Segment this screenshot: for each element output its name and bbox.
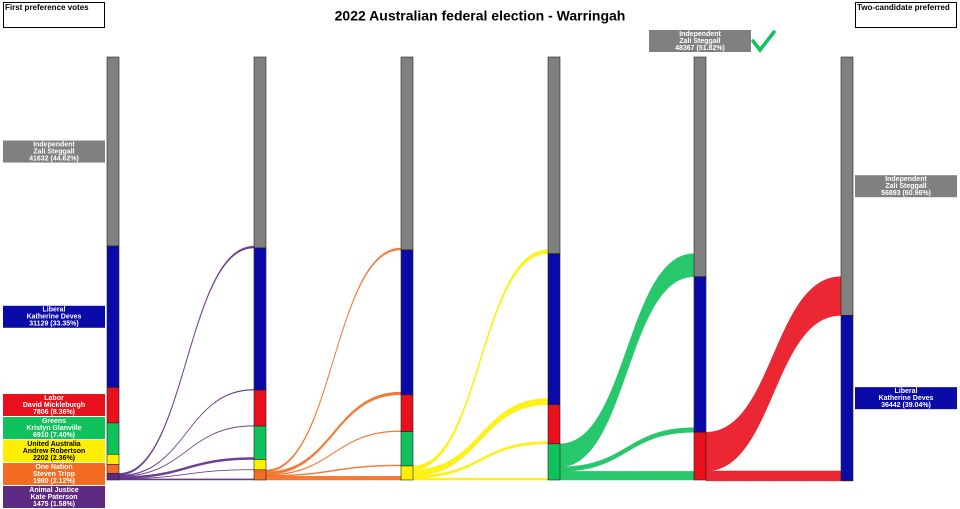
flow <box>118 389 255 477</box>
label-party: Liberal <box>43 307 66 314</box>
label-box <box>3 305 105 328</box>
label-box <box>855 175 957 198</box>
bar-segment <box>547 56 561 254</box>
bar-segment <box>253 389 267 427</box>
label-name: Zali Steggall <box>33 148 74 155</box>
flow <box>118 478 255 481</box>
bar-segment <box>106 464 120 474</box>
bar-segment <box>693 56 707 277</box>
bar-segment <box>400 465 414 481</box>
bar-segment <box>106 454 120 465</box>
right-label: Two-candidate preferred <box>857 3 950 12</box>
flow <box>118 245 255 476</box>
label-votes: 48367 (51.82%) <box>675 45 725 52</box>
label-votes: 36442 (39.04%) <box>881 402 931 409</box>
label-name: David Mickleburgh <box>23 402 85 409</box>
checkmark <box>751 30 776 53</box>
label-box <box>3 440 105 462</box>
flow <box>705 276 842 472</box>
label-party: Liberal <box>895 388 918 395</box>
bar-segment <box>253 247 267 391</box>
label-name: Steven Tripp <box>33 471 75 478</box>
label-votes: 6910 (7.40%) <box>33 432 75 439</box>
label-name: Kristyn Glanville <box>26 425 81 432</box>
label-votes: 41632 (44.62%) <box>29 155 79 162</box>
label-name: Katherine Deves <box>27 314 82 321</box>
flow <box>265 430 402 476</box>
label-name: Katherine Deves <box>879 395 934 402</box>
flow <box>412 398 549 477</box>
bar-segment <box>106 245 120 388</box>
bar-segment <box>106 387 120 424</box>
bar-segment <box>253 56 267 249</box>
bar-segment <box>693 431 707 481</box>
label-box <box>855 387 957 410</box>
label-party: United Australia <box>27 441 81 448</box>
label-name: Andrew Robertson <box>23 448 86 455</box>
label-party: Animal Justice <box>29 487 79 494</box>
label-party: Labor <box>44 395 64 402</box>
label-box <box>3 463 105 485</box>
bar-segment <box>106 56 120 247</box>
label-votes: 7806 (8.36%) <box>33 409 75 416</box>
label-party: Greens <box>42 418 66 425</box>
bar-segment <box>840 315 854 482</box>
label-votes: 1980 (2.12%) <box>33 478 75 485</box>
chart-title: 2022 Australian federal election - Warri… <box>335 8 626 24</box>
bar-segment <box>400 56 414 251</box>
label-name: Zali Steggall <box>885 183 926 190</box>
bar-segment <box>253 459 267 471</box>
flow <box>559 253 695 468</box>
label-name: Zali Steggall <box>679 38 720 45</box>
bar-segment <box>106 473 120 481</box>
flow <box>705 470 842 482</box>
label-votes: 31129 (33.35%) <box>29 321 78 328</box>
bar-segment <box>547 404 561 445</box>
bar-segment <box>106 422 120 455</box>
bar-segment <box>253 425 267 460</box>
bar-segment <box>547 443 561 481</box>
flow <box>265 476 402 481</box>
bar-segment <box>400 394 414 432</box>
label-votes: 1475 (1.58%) <box>33 501 75 508</box>
label-party: One Nation <box>35 464 72 471</box>
left-label-box <box>3 2 105 28</box>
label-box <box>3 417 105 439</box>
label-party: Independent <box>679 31 721 38</box>
label-party: Independent <box>33 141 75 148</box>
label-name: Kate Paterson <box>30 494 77 501</box>
flow <box>118 457 255 479</box>
label-party: Independent <box>885 176 927 183</box>
label-box <box>3 486 105 508</box>
bar-segment <box>693 276 707 433</box>
bar-segment <box>253 469 267 481</box>
bar-segment <box>400 249 414 396</box>
left-label: First preference votes <box>5 3 89 12</box>
flow <box>559 471 695 481</box>
label-votes: 2202 (2.36%) <box>33 455 75 462</box>
bar-segment <box>840 56 854 316</box>
bar-segment <box>547 253 561 405</box>
flow <box>265 247 402 472</box>
label-box <box>649 30 751 52</box>
flow <box>412 477 549 481</box>
bar-segment <box>400 431 414 467</box>
label-votes: 56893 (60.96%) <box>881 190 931 197</box>
right-label-box <box>855 2 957 28</box>
label-box <box>3 394 105 416</box>
label-box <box>3 140 105 163</box>
